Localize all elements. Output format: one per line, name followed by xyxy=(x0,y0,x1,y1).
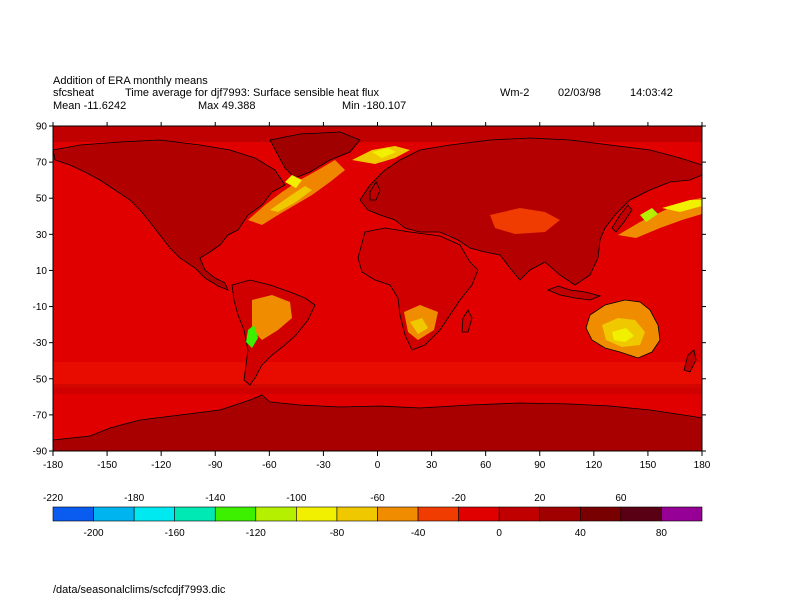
colorbar-swatch xyxy=(133,506,175,522)
kuroshio-core-2 xyxy=(662,200,702,212)
lon-tick-label: 120 xyxy=(585,460,602,471)
british-isles xyxy=(369,181,381,201)
colorbar-top-label: 60 xyxy=(615,493,627,504)
lon-tick-label: -30 xyxy=(316,460,331,471)
colorbar-swatch xyxy=(174,506,216,522)
lon-tick-label: 30 xyxy=(426,460,438,471)
madagascar xyxy=(461,309,473,333)
lat-tick-label: 10 xyxy=(36,266,48,277)
colorbar-top-label: -140 xyxy=(205,493,225,504)
colorbar-swatch xyxy=(580,506,622,522)
antarctica xyxy=(53,394,702,451)
lat-tick-label: -10 xyxy=(33,302,48,313)
central-asia-flux xyxy=(490,208,560,234)
colorbar-bottom-label: -40 xyxy=(411,528,426,539)
longitude-axis: -180 -150 -120 -90 -60 -30 0 30 60 90 120 150 180 xyxy=(43,122,711,471)
southern-ocean-band-2 xyxy=(53,384,702,394)
lon-tick-label: 60 xyxy=(480,460,492,471)
plot-title: Addition of ERA monthly means xyxy=(53,75,208,87)
kuroshio-core xyxy=(640,208,658,222)
date-label: 02/03/98 xyxy=(558,87,601,99)
colorbar-bottom-label: 80 xyxy=(656,528,668,539)
colorbar-swatch xyxy=(417,506,459,522)
colorbar-swatch xyxy=(620,506,662,522)
colorbar-bottom-label: -80 xyxy=(330,528,345,539)
lon-tick-label: 0 xyxy=(375,460,381,471)
colorbar-bottom-label: 40 xyxy=(575,528,587,539)
lon-tick-label: -90 xyxy=(208,460,223,471)
colorbar-swatch xyxy=(498,506,541,522)
africa xyxy=(357,227,479,351)
nordic-seas-core xyxy=(372,148,396,158)
colorbar-bottom-labels: -200 -160 -120 -80 -40 0 40 80 xyxy=(84,528,668,539)
lat-tick-label: 70 xyxy=(36,158,48,169)
latitude-axis: 90 70 50 30 10 -10 -30 -50 -70 -90 xyxy=(33,122,706,458)
max-stat: Max 49.388 xyxy=(198,100,256,112)
lat-tick-label: 30 xyxy=(36,230,48,241)
colorbar-swatch xyxy=(336,506,378,522)
colorbar-top-label: -20 xyxy=(451,493,466,504)
colorbar-top-label: -180 xyxy=(124,493,144,504)
mean-stat: Mean -11.6242 xyxy=(53,100,127,112)
map-field xyxy=(53,126,702,451)
greenland xyxy=(269,131,361,179)
gulf-stream-core xyxy=(270,186,312,212)
colorbar-top-labels: -220 -180 -140 -100 -60 -20 20 60 xyxy=(43,493,627,504)
lat-tick-label: -90 xyxy=(33,447,48,458)
south-america-interior xyxy=(252,295,292,340)
colorbar-swatch xyxy=(255,506,297,522)
colorbar-swatch xyxy=(661,506,703,522)
colorbar-swatch xyxy=(458,506,500,522)
colorbar-swatch xyxy=(52,506,94,522)
colorbar-top-label: 20 xyxy=(534,493,546,504)
min-stat: Min -180.107 xyxy=(342,100,407,112)
japan xyxy=(611,204,633,233)
colorbar-top-label: -100 xyxy=(286,493,306,504)
indonesia xyxy=(546,285,602,301)
colorbar-swatch xyxy=(377,506,419,522)
colorbar-bottom-label: -120 xyxy=(246,528,266,539)
southern-ocean-band xyxy=(53,362,702,388)
lat-tick-label: -70 xyxy=(33,410,48,421)
new-zealand xyxy=(683,349,697,373)
southern-africa-core xyxy=(410,318,428,334)
lon-tick-label: 90 xyxy=(534,460,546,471)
north-america xyxy=(53,139,286,291)
colorbar-bottom-label: 0 xyxy=(496,528,502,539)
lat-tick-label: 50 xyxy=(36,194,48,205)
lon-tick-label: -150 xyxy=(97,460,117,471)
lat-tick-label: 90 xyxy=(36,122,48,133)
colorbar-swatch xyxy=(93,506,135,522)
colorbar-bottom-label: -200 xyxy=(84,528,104,539)
colorbar-top-label: -220 xyxy=(43,493,63,504)
colorbar-swatch xyxy=(296,506,338,522)
lon-tick-label: -120 xyxy=(151,460,171,471)
labrador-flux xyxy=(285,175,302,188)
units-label: Wm-2 xyxy=(500,87,530,99)
variable-name: sfcsheat xyxy=(53,87,94,99)
plot-description: Time average for djf7993: Surface sensib… xyxy=(125,87,379,99)
arctic-band xyxy=(53,126,702,142)
lon-tick-label: -180 xyxy=(43,460,63,471)
colorbar-top-label: -60 xyxy=(370,493,385,504)
lat-tick-label: -50 xyxy=(33,374,48,385)
colorbar-swatch xyxy=(539,506,581,522)
file-path: /data/seasonalclims/scfcdjf7993.dic xyxy=(53,584,226,596)
lon-tick-label: 180 xyxy=(694,460,711,471)
australia-core xyxy=(612,328,634,342)
colorbar-swatch xyxy=(214,506,257,522)
colorbar xyxy=(52,506,703,522)
lon-tick-label: 150 xyxy=(640,460,657,471)
lat-tick-label: -30 xyxy=(33,338,48,349)
colorbar-bottom-label: -160 xyxy=(165,528,185,539)
time-label: 14:03:42 xyxy=(630,87,673,99)
lon-tick-label: -60 xyxy=(262,460,277,471)
patagonia-flux xyxy=(246,325,258,348)
